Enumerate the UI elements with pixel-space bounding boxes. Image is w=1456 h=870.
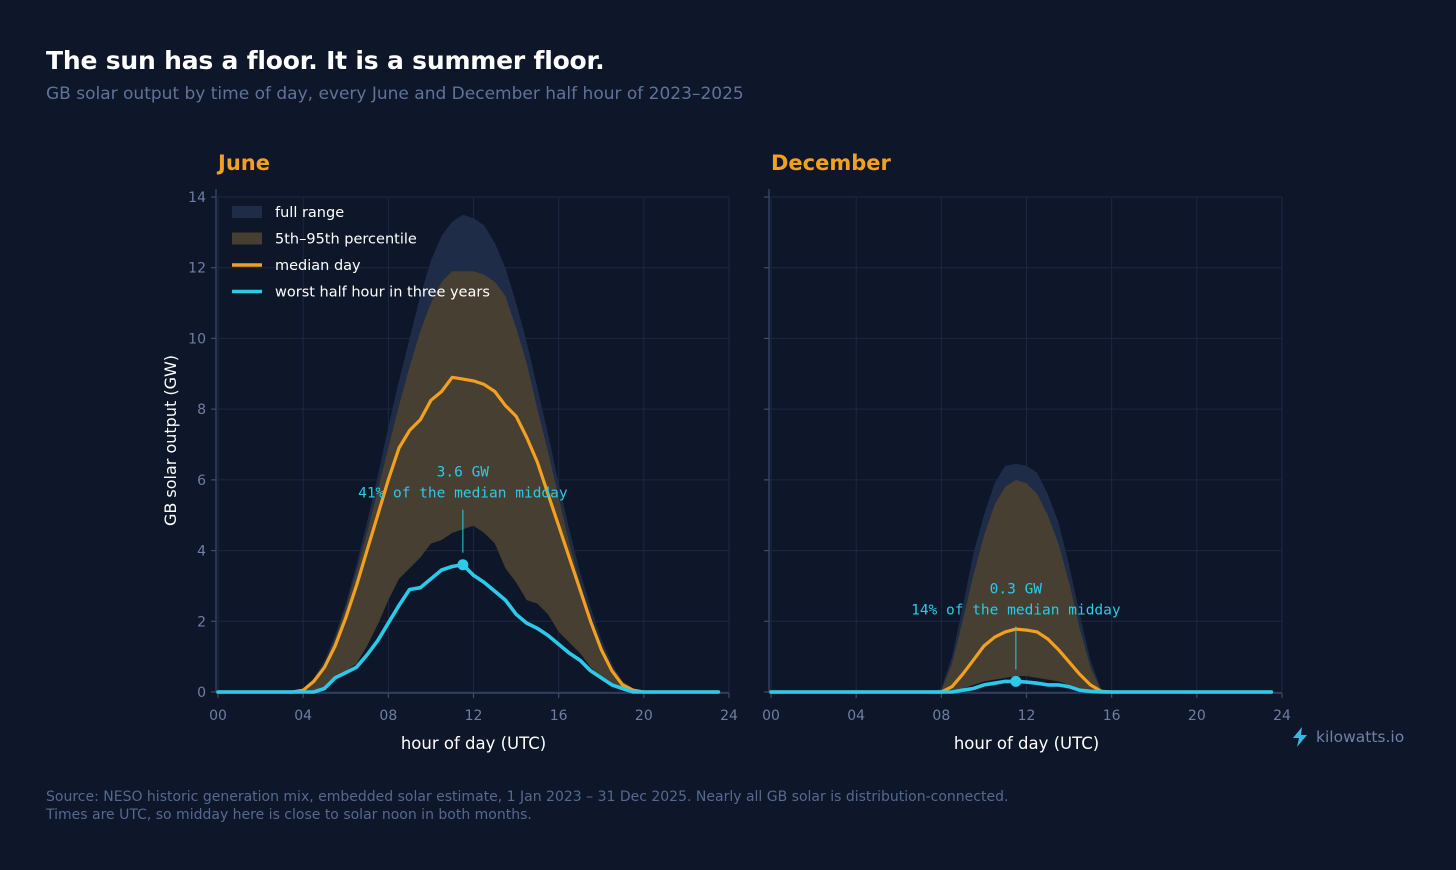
y-tick-label: 14 — [188, 190, 206, 206]
worst-half-hour-line — [216, 562, 721, 694]
x-tick-label: 00 — [762, 708, 780, 724]
chart-legend: full range 5th–95th percentile median day w… — [232, 205, 490, 301]
x-tick-label: 08 — [379, 708, 397, 724]
source-footer: Source: NESO historic generation mix, em… — [46, 788, 1008, 824]
x-tick-label: 00 — [209, 708, 227, 724]
lightning-bolt-icon — [1292, 727, 1308, 747]
y-tick-label: 0 — [197, 685, 206, 701]
brand-mark[interactable]: kilowatts.io — [1292, 727, 1404, 747]
y-tick-label: 12 — [188, 261, 206, 277]
annotation-value: 0.3 GW — [990, 581, 1043, 597]
x-tick-label: 24 — [720, 708, 738, 724]
x-tick-label: 04 — [294, 708, 312, 724]
y-tick-label: 6 — [197, 473, 206, 489]
x-axis-label: hour of day (UTC) — [954, 734, 1099, 753]
legend-label: full range — [275, 205, 344, 221]
annotation-note: 41% of the median midday — [358, 486, 568, 502]
legend-label: worst half hour in three years — [275, 285, 490, 301]
x-tick-label: 16 — [1103, 708, 1121, 724]
annotation-note: 14% of the median midday — [911, 602, 1121, 618]
source-note-line-1: Source: NESO historic generation mix, em… — [46, 789, 1009, 805]
annotation-value: 3.6 GW — [437, 465, 490, 481]
annotation-point — [1010, 675, 1022, 687]
legend-swatch-percentile — [232, 232, 262, 245]
y-tick-label: 2 — [197, 614, 206, 630]
panel-title: June — [216, 151, 270, 175]
source-note-line-2: Times are UTC, so midday here is close t… — [46, 807, 532, 823]
brand-label: kilowatts.io — [1316, 728, 1405, 746]
percentile-band — [218, 271, 719, 692]
legend-label: 5th–95th percentile — [275, 232, 417, 248]
legend-swatch-full-range — [232, 206, 262, 218]
y-tick-label: 4 — [197, 544, 206, 560]
x-tick-label: 12 — [1018, 708, 1036, 724]
x-tick-label: 04 — [847, 708, 865, 724]
x-tick-label: 12 — [465, 708, 483, 724]
page-subtitle: GB solar output by time of day, every Ju… — [46, 84, 744, 104]
legend-label: median day — [275, 258, 361, 274]
annotation-point — [457, 559, 469, 571]
y-axis-label: GB solar output (GW) — [161, 355, 180, 526]
y-tick-label: 10 — [188, 331, 206, 347]
page-title: The sun has a floor. It is a summer floo… — [46, 46, 605, 75]
percentile-band — [771, 479, 1272, 692]
x-axis-label: hour of day (UTC) — [401, 734, 546, 753]
x-tick-label: 16 — [550, 708, 568, 724]
panel-december: December 00 04 08 12 16 20 24 hour of day (UTC) 0… — [762, 151, 1291, 753]
panel-title: December — [771, 151, 892, 175]
x-tick-label: 24 — [1273, 708, 1291, 724]
y-tick-label: 8 — [197, 402, 206, 418]
x-tick-label: 20 — [635, 708, 653, 724]
x-tick-label: 08 — [932, 708, 950, 724]
x-tick-label: 20 — [1188, 708, 1206, 724]
